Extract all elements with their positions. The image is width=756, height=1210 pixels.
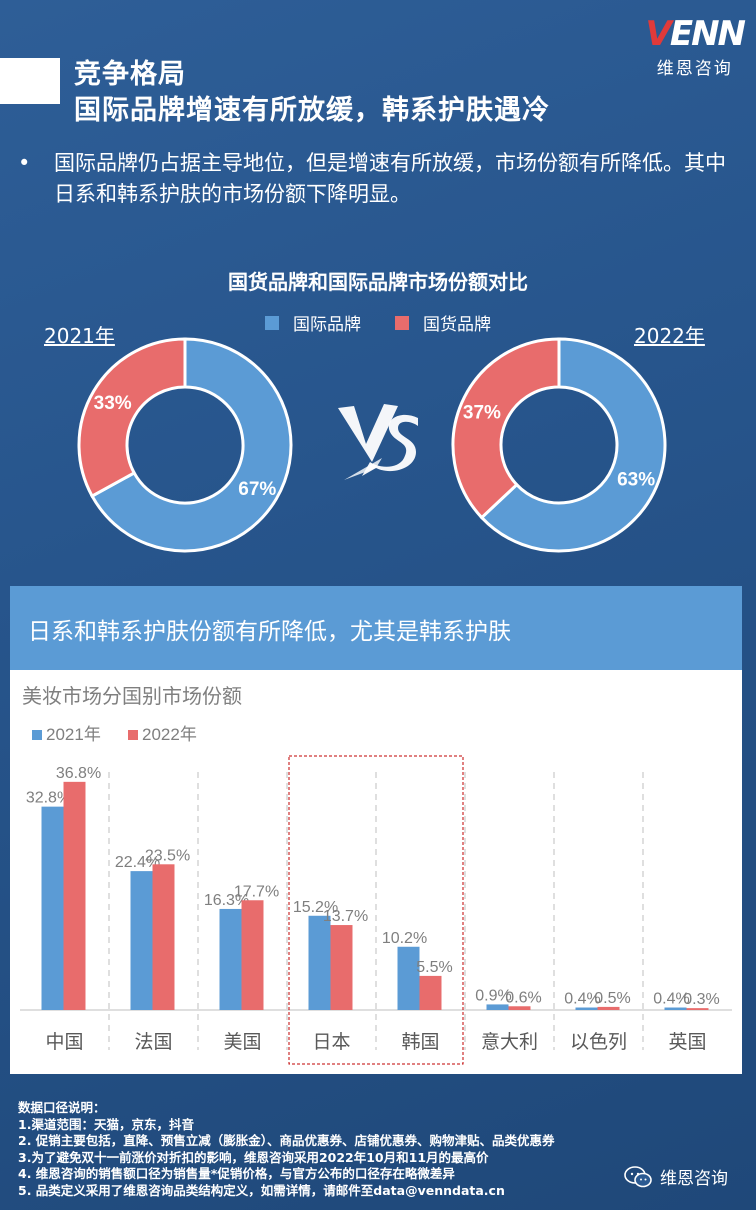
bar-data-label: 16.3% <box>204 892 249 909</box>
donut-slice-domestic-label: 37% <box>463 403 501 424</box>
bar-data-label: 17.7% <box>234 883 279 900</box>
summary-bullet: • 国际品牌仍占据主导地位，但是增速有所放缓，市场份额有所降低。其中日系和韩系护… <box>18 148 738 210</box>
bar-2021 <box>664 1007 687 1010</box>
country-share-panel: 日系和韩系护肤份额有所降低，尤其是韩系护肤 美妆市场分国别市场份额 2021年 2… <box>10 586 742 1074</box>
bar-2022 <box>686 1008 709 1010</box>
bar-chart-title: 美妆市场分国别市场份额 <box>22 684 242 708</box>
legend-label-international: 国际品牌 <box>293 315 361 335</box>
legend-label-domestic: 国货品牌 <box>423 315 491 335</box>
note-line: 5. 品类定义采用了维恩咨询品类结构定义，如需详情，请邮件至data@vennd… <box>18 1182 505 1198</box>
bar-data-label: 5.5% <box>416 959 452 976</box>
venn-logo: VENN 维恩咨询 <box>645 14 746 79</box>
donut-slice-domestic <box>451 337 561 520</box>
legend-swatch-2021 <box>32 730 42 740</box>
category-label: 美国 <box>223 1031 261 1053</box>
legend-label-2021: 2021年 <box>46 725 101 744</box>
header-accent-box <box>0 58 60 104</box>
notes-heading: 数据口径说明： <box>18 1100 106 1115</box>
donut-slice-domestic-label: 33% <box>94 393 132 414</box>
panel-heading: 日系和韩系护肤份额有所降低，尤其是韩系护肤 <box>10 586 742 670</box>
bar-data-label: 0.3% <box>683 991 719 1008</box>
note-line: 3.为了避免双十一前涨价对折扣的影响，维恩咨询采用2022年10月和11月的最高… <box>18 1149 489 1165</box>
bar-2021 <box>130 871 153 1010</box>
note-line: 1.渠道范围：天猫，京东，抖音 <box>18 1116 194 1132</box>
legend-item-domestic: 国货品牌 <box>395 310 491 335</box>
donut-chart-2021: 67% 33% <box>77 337 293 553</box>
category-label: 中国 <box>45 1031 83 1053</box>
bar-2021 <box>486 1004 509 1010</box>
bar-2022 <box>508 1006 531 1010</box>
bar-2022 <box>241 900 264 1010</box>
highlight-box-japan-korea <box>288 755 464 1065</box>
bar-data-label: 23.5% <box>145 847 190 864</box>
vs-icon <box>338 404 418 480</box>
bar-data-label: 0.5% <box>594 990 630 1007</box>
legend-item-international: 国际品牌 <box>265 310 361 335</box>
bar-data-label: 0.4% <box>653 991 689 1008</box>
bar-data-label: 0.4% <box>564 991 600 1008</box>
year-2021-label: 2021年 <box>44 324 115 348</box>
donut-chart-2022: 63% 37% <box>451 337 667 553</box>
bar-2022 <box>330 925 353 1010</box>
wechat-account: 维恩咨询 <box>624 1164 728 1189</box>
logo-subtitle: 维恩咨询 <box>656 59 733 79</box>
legend-swatch-domestic <box>395 315 409 330</box>
bar-data-label: 0.6% <box>505 989 541 1006</box>
category-label: 英国 <box>668 1031 706 1053</box>
bar-2021 <box>219 908 242 1010</box>
donut-slice-international <box>90 337 293 553</box>
wechat-icon <box>624 1165 652 1187</box>
bar-2021 <box>41 806 64 1010</box>
bar-data-label: 10.2% <box>382 930 427 947</box>
legend-swatch-2022 <box>128 730 138 740</box>
category-label: 以色列 <box>570 1031 627 1053</box>
category-label: 日本 <box>312 1031 350 1053</box>
legend-swatch-international <box>265 315 279 330</box>
bar-data-label: 13.7% <box>323 908 368 925</box>
bullet-dot: • <box>18 151 31 175</box>
bar-2021 <box>308 915 331 1010</box>
category-label: 意大利 <box>481 1031 538 1053</box>
category-label: 法国 <box>134 1031 172 1053</box>
pie-legend: 国际品牌 国货品牌 <box>0 310 756 335</box>
data-notes: 数据口径说明： 1.渠道范围：天猫，京东，抖音 2. 促销主要包括，直降、预售立… <box>18 1100 555 1199</box>
section-title: 竞争格局 <box>74 59 186 90</box>
bar-2022 <box>419 975 442 1010</box>
donut-slice-domestic <box>77 337 187 499</box>
category-label: 韩国 <box>401 1031 439 1053</box>
note-line: 2. 促销主要包括，直降、预售立减（膨胀金）、商品优惠券、店铺优惠券、购物津贴、… <box>18 1133 555 1148</box>
summary-text: 国际品牌仍占据主导地位，但是增速有所放缓，市场份额有所降低。其中日系和韩系护肤的… <box>54 151 726 206</box>
bar-chart: 2021年 2022年32.8%36.8%中国22.4%23.5%法国16.3%1… <box>20 725 732 1065</box>
wechat-label: 维恩咨询 <box>660 1169 728 1189</box>
bar-data-label: 36.8% <box>56 765 101 782</box>
logo-mark: VENN <box>645 14 746 54</box>
bar-2022 <box>63 781 86 1010</box>
donut-slice-international-label: 67% <box>238 479 276 500</box>
bar-2021 <box>575 1007 598 1010</box>
bar-2022 <box>597 1006 620 1010</box>
bar-data-label: 22.4% <box>115 854 160 871</box>
pie-section-title: 国货品牌和国际品牌市场份额对比 <box>228 270 528 294</box>
bar-data-label: 32.8% <box>26 790 71 807</box>
legend-label-2022: 2022年 <box>142 725 197 744</box>
donut-slice-international <box>479 337 667 553</box>
bar-2022 <box>152 864 175 1010</box>
note-line: 4. 维恩咨询的销售额口径为销售量*促销价格，与官方公布的口径存在略微差异 <box>18 1166 455 1181</box>
page-headline: 国际品牌增速有所放缓，韩系护肤遇冷 <box>74 95 550 126</box>
bar-data-label: 0.9% <box>475 987 511 1004</box>
bar-2021 <box>397 946 420 1010</box>
donut-slice-international-label: 63% <box>617 469 655 490</box>
year-2022-label: 2022年 <box>634 324 705 348</box>
bar-data-label: 15.2% <box>293 899 338 916</box>
